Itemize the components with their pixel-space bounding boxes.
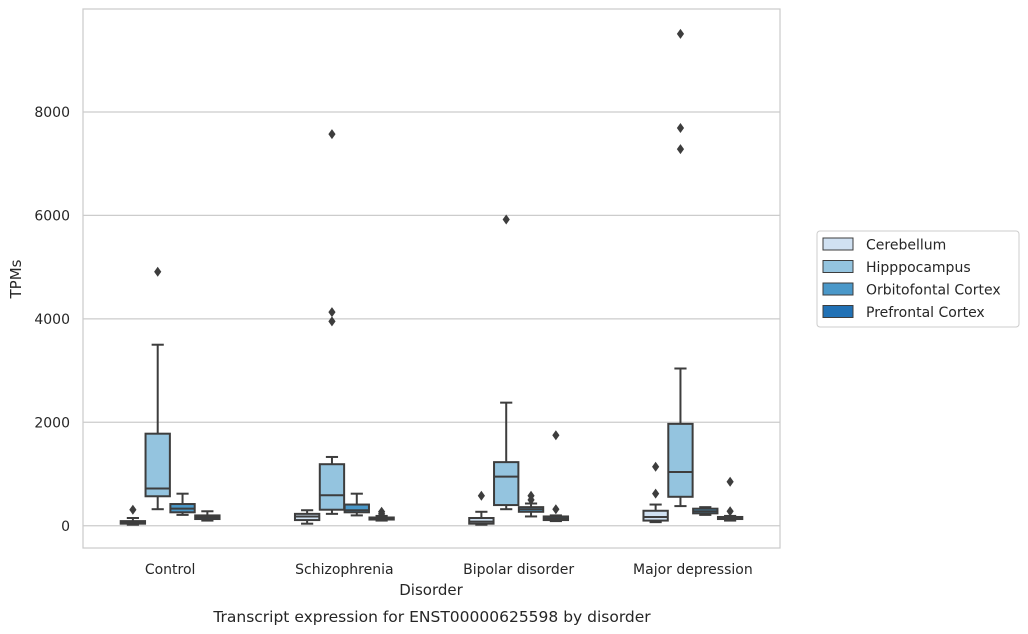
outlier-point [676, 144, 685, 155]
outlier-point [676, 28, 685, 39]
x-tick-label: Major depression [633, 562, 753, 578]
y-tick-label: 0 [61, 519, 70, 535]
y-tick-label: 2000 [34, 415, 70, 431]
box-group [194, 510, 221, 522]
box-group [542, 430, 570, 523]
legend-swatch [822, 260, 854, 273]
outlier-point [552, 504, 560, 515]
box-group [692, 506, 719, 516]
plot-frame [82, 8, 781, 549]
outlier-point [378, 506, 386, 517]
box-group [368, 506, 395, 522]
outlier-point [328, 316, 336, 327]
legend-label: Orbitofontal Cortex [866, 283, 1001, 299]
box-iqr [144, 432, 171, 498]
y-axis-ticks: 0 2000 4000 6000 8000 [34, 105, 70, 535]
outlier-point [527, 490, 535, 501]
x-tick-label: Schizophrenia [295, 562, 393, 578]
x-axis-label: Disorder [399, 581, 463, 599]
x-tick-label: Bipolar disorder [463, 562, 574, 578]
outlier-point [502, 214, 510, 225]
outlier-point [328, 129, 336, 140]
outlier-point [652, 461, 660, 472]
outlier-point [552, 430, 560, 441]
box-iqr [318, 463, 346, 511]
gridlines [83, 111, 780, 527]
outlier-point [154, 266, 162, 277]
legend-frame [816, 230, 1020, 328]
outlier-point [652, 488, 660, 499]
outlier-point [676, 122, 685, 133]
box-group [667, 28, 694, 508]
x-tick-label: Control [145, 562, 196, 578]
box-iqr [343, 503, 370, 514]
y-axis-label: TPMs [7, 259, 25, 299]
box-iqr [667, 422, 694, 498]
box-group [642, 461, 669, 524]
box-group [468, 490, 495, 526]
box-group [517, 490, 545, 518]
outlier-point [328, 307, 336, 318]
y-tick-label: 6000 [34, 208, 70, 224]
legend-label: Cerebellum [866, 238, 946, 254]
outlier-point [129, 504, 137, 515]
box-group [318, 129, 346, 515]
box-group [716, 476, 744, 522]
legend-label: Hipppocampus [866, 260, 971, 276]
outlier-point [477, 490, 485, 501]
legend: Cerebellum Hipppocampus Orbitofontal Corte… [816, 230, 1020, 328]
box-group [293, 509, 321, 525]
box-group [343, 492, 370, 517]
y-tick-label: 4000 [34, 312, 70, 328]
box-iqr [493, 461, 520, 507]
chart-caption: Transcript expression for ENST0000062559… [212, 608, 651, 626]
legend-label: Prefrontal Cortex [866, 305, 985, 321]
box-group [119, 504, 147, 526]
y-tick-label: 8000 [34, 105, 70, 121]
outlier-point [726, 476, 734, 487]
box-group [493, 214, 520, 511]
legend-swatch [822, 282, 854, 296]
boxes [119, 28, 744, 526]
box-iqr [642, 509, 669, 522]
legend-swatch [822, 237, 854, 251]
x-axis-ticks: Control Schizophrenia Bipolar disorder Majo… [145, 562, 753, 578]
outlier-point [726, 506, 734, 517]
box-group [169, 492, 196, 516]
legend-swatch [822, 305, 854, 318]
box-group [144, 266, 171, 511]
